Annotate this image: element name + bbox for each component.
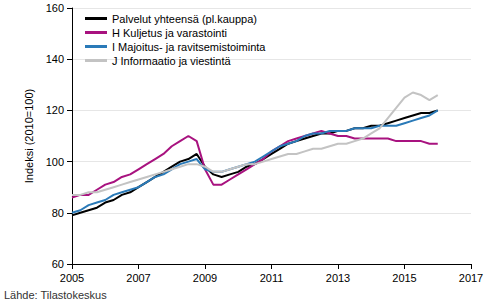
svg-text:160: 160: [46, 2, 64, 14]
svg-text:Lähde: Tilastokeskus: Lähde: Tilastokeskus: [4, 289, 107, 301]
svg-text:2011: 2011: [260, 272, 284, 284]
svg-text:I Majoitus- ja ravitsemistoimi: I Majoitus- ja ravitsemistoiminta: [112, 41, 266, 53]
svg-text:Indeksi (2010=100): Indeksi (2010=100): [23, 89, 35, 183]
svg-text:Palvelut yhteensä (pl.kauppa): Palvelut yhteensä (pl.kauppa): [112, 13, 257, 25]
svg-text:2017: 2017: [459, 272, 483, 284]
svg-text:60: 60: [52, 258, 64, 270]
svg-text:J Informaatio ja viestintä: J Informaatio ja viestintä: [112, 55, 231, 67]
svg-text:2013: 2013: [326, 272, 350, 284]
svg-text:100: 100: [46, 156, 64, 168]
svg-text:140: 140: [46, 53, 64, 65]
svg-text:2015: 2015: [392, 272, 416, 284]
svg-text:2005: 2005: [60, 272, 84, 284]
svg-text:2009: 2009: [193, 272, 217, 284]
svg-text:2007: 2007: [126, 272, 150, 284]
svg-text:80: 80: [52, 207, 64, 219]
svg-text:120: 120: [46, 104, 64, 116]
svg-text:H Kuljetus ja varastointi: H Kuljetus ja varastointi: [112, 27, 227, 39]
